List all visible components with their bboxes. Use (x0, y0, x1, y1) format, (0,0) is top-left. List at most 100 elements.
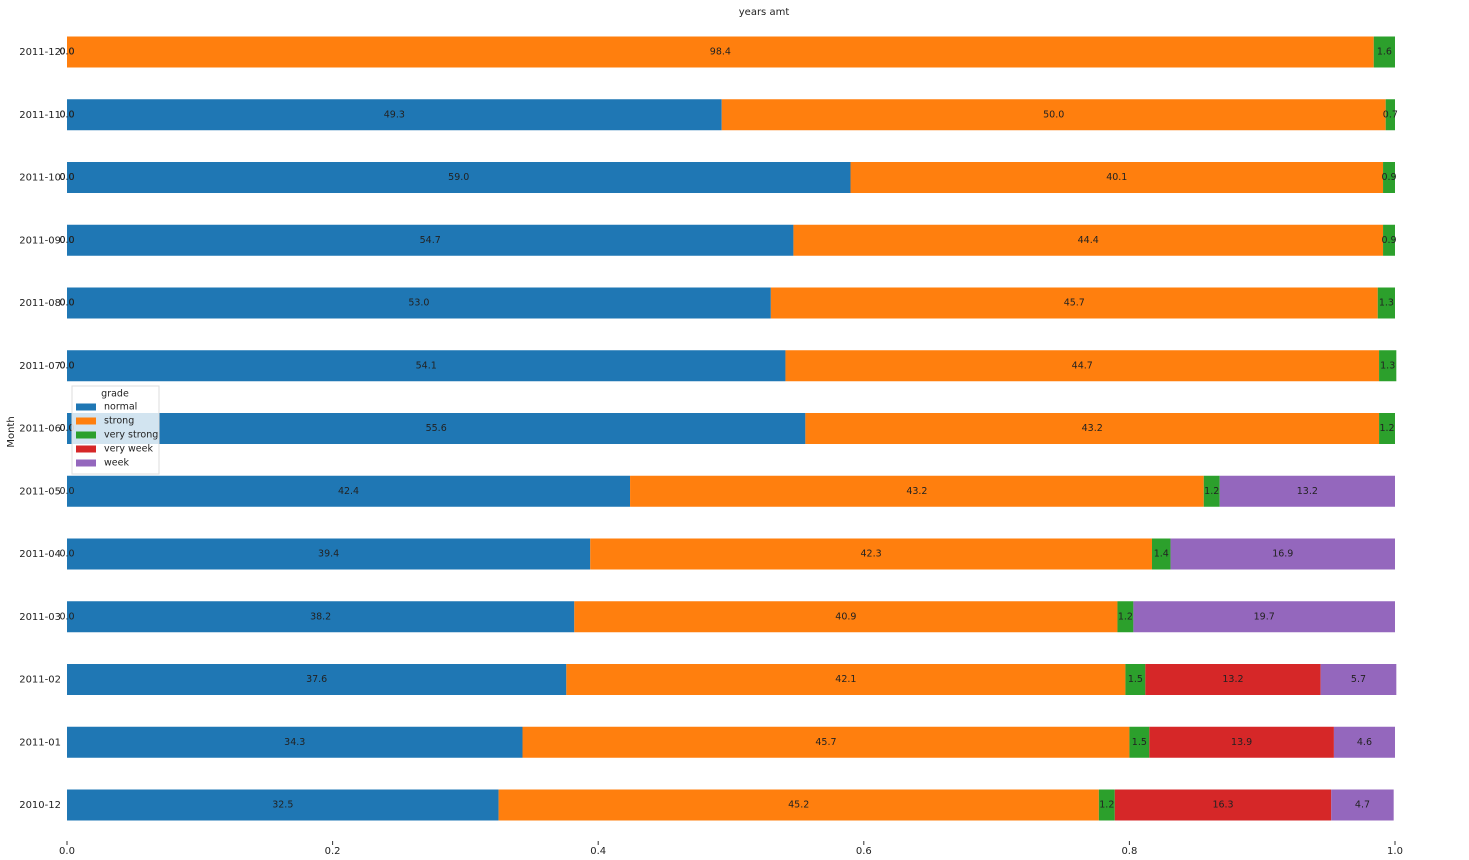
value-label: 1.2 (1379, 423, 1394, 434)
value-label: 0.0 (59, 47, 74, 58)
x-tick-label: 1.0 (1387, 846, 1403, 857)
value-label: 45.7 (815, 737, 836, 748)
y-tick-label: 2011-09 (19, 235, 61, 246)
bar-segment (590, 538, 1152, 570)
value-label: 0.0 (59, 235, 74, 246)
value-label: 13.9 (1231, 737, 1252, 748)
legend-label: normal (104, 402, 137, 413)
value-label: 0.0 (59, 360, 74, 371)
value-label: 0.0 (59, 235, 74, 246)
bar-segment (1383, 162, 1395, 193)
bar-segment (1125, 664, 1146, 695)
bar-segment (574, 601, 1118, 633)
bar-segment (1133, 601, 1395, 633)
value-label: 45.7 (1064, 298, 1085, 309)
legend-label: week (104, 458, 129, 469)
value-label: 50.0 (1043, 109, 1064, 120)
bar-segment (793, 224, 1384, 256)
bar-segment (1333, 726, 1395, 758)
value-label: 59.0 (448, 172, 469, 183)
value-label: 38.2 (310, 611, 331, 622)
value-label: 0.0 (59, 109, 74, 120)
legend-swatch (76, 445, 96, 453)
bar-segment (1377, 287, 1395, 319)
value-label: 5.7 (1351, 674, 1366, 685)
bar-segment (498, 789, 1099, 821)
value-label: 55.6 (426, 423, 447, 434)
value-label: 40.9 (835, 611, 856, 622)
bar-segment (67, 664, 567, 695)
legend-box (71, 385, 160, 475)
legend-label: very week (104, 444, 153, 455)
value-label: 32.5 (272, 800, 293, 811)
y-tick-label: 2011-01 (19, 737, 61, 748)
bar-segment (1129, 726, 1150, 758)
value-label: 0.0 (59, 172, 74, 183)
value-label: 1.5 (1132, 737, 1147, 748)
value-label: 0.0 (59, 298, 74, 309)
bar-segment (1145, 664, 1321, 695)
bar-segment (630, 475, 1204, 507)
value-label: 0.0 (59, 549, 74, 560)
legend-swatch (76, 417, 96, 425)
bar-segment (566, 664, 1126, 695)
y-axis-label: Month (6, 416, 17, 447)
legend-title: grade (101, 389, 129, 400)
value-label: 16.9 (1272, 549, 1293, 560)
chart-title: years amt (739, 7, 790, 18)
bar-segment (67, 475, 631, 507)
y-tick-label: 2011-03 (19, 612, 61, 623)
bar-segment (67, 224, 794, 256)
bar-segment (67, 789, 499, 821)
y-tick-label: 2010-12 (19, 800, 61, 811)
y-tick-label: 2011-10 (19, 173, 61, 184)
legend-label: very strong (104, 430, 158, 441)
legend-swatch (76, 459, 96, 467)
bar-segment (67, 350, 786, 382)
value-label: 45.2 (788, 800, 809, 811)
x-tick-label: 0.2 (325, 846, 341, 857)
value-label: 43.2 (906, 486, 927, 497)
bar-segment (67, 726, 523, 758)
value-label: 54.7 (420, 235, 441, 246)
value-label: 0.0 (59, 298, 74, 309)
value-label: 34.3 (284, 737, 305, 748)
value-label: 0.0 (59, 360, 74, 371)
value-label: 42.1 (835, 674, 856, 685)
value-label: 54.1 (416, 360, 437, 371)
value-label: 0.0 (59, 611, 74, 622)
x-tick-label: 0.8 (1121, 846, 1137, 857)
bar-segment (850, 162, 1384, 193)
y-tick-label: 2011-08 (19, 298, 61, 309)
value-label: 0.0 (59, 423, 74, 434)
y-tick-label: 2011-04 (19, 549, 61, 560)
value-label: 1.4 (1154, 549, 1169, 560)
bar-segment (1331, 789, 1394, 821)
bar-segment (1383, 224, 1395, 256)
bar-segment (785, 350, 1380, 382)
y-tick-label: 2011-07 (19, 361, 61, 372)
value-label: 13.2 (1222, 674, 1243, 685)
value-label: 0.0 (59, 486, 74, 497)
value-label: 42.4 (338, 486, 359, 497)
x-tick-label: 0.0 (59, 846, 75, 857)
y-tick-label: 2011-12 (19, 47, 61, 58)
value-label: 0.9 (1381, 172, 1396, 183)
value-label: 98.4 (710, 47, 731, 58)
bar-segment (1170, 538, 1395, 570)
bar-segment (1203, 475, 1220, 507)
bar-segment (67, 601, 575, 633)
value-label: 4.7 (1355, 800, 1370, 811)
legend-label: strong (104, 416, 134, 427)
legend: grade normal strong very strong very week wee… (71, 385, 160, 475)
bar-segment (1219, 475, 1395, 507)
bar-segment (1320, 664, 1397, 695)
value-label: 49.3 (384, 109, 405, 120)
y-tick-label: 2011-05 (19, 486, 61, 497)
bar-segment (1379, 350, 1397, 382)
bar-segment (1098, 789, 1115, 821)
value-label: 44.4 (1078, 235, 1099, 246)
bar-segment (805, 413, 1380, 444)
x-tick-label: 0.6 (856, 846, 872, 857)
bar-segment (721, 99, 1386, 131)
